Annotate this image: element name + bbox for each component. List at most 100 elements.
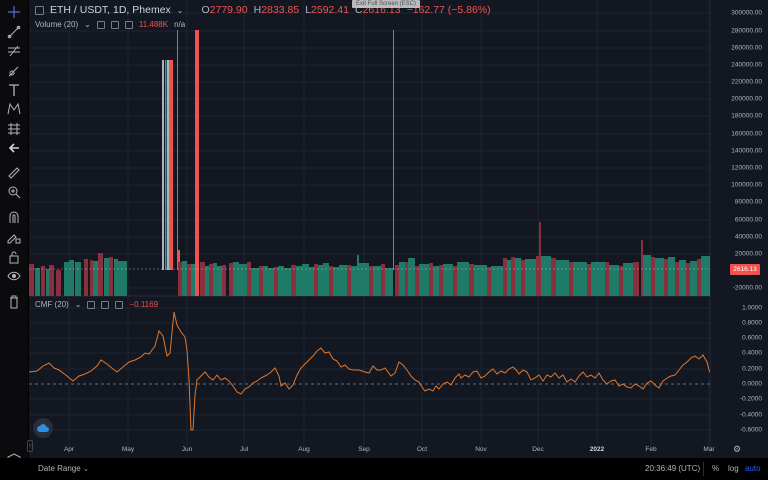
- y-tick: 200000.00: [731, 95, 762, 103]
- open-label: O: [201, 4, 210, 16]
- x-tick: Jun: [181, 446, 193, 453]
- pattern-icon[interactable]: [6, 101, 22, 117]
- chevron-down-icon[interactable]: ⌄: [74, 300, 82, 309]
- eye-icon[interactable]: [6, 268, 22, 284]
- cmf-label[interactable]: CMF (20): [35, 300, 69, 309]
- x-tick: 2022: [589, 446, 605, 453]
- chevron-down-icon[interactable]: ⌄: [84, 20, 91, 29]
- y-tick: 100000.00: [731, 181, 762, 189]
- y-tick: 280000.00: [731, 27, 762, 35]
- high-label: H: [253, 4, 262, 16]
- y-tick: 0.2000: [742, 365, 762, 373]
- y-tick: 0.4000: [742, 349, 762, 357]
- close-icon[interactable]: [124, 20, 133, 29]
- y-tick: 60000.00: [734, 216, 762, 224]
- symbol-legend: ETH / USDT, 1D, Phemex ⌄ O2779.90 H2833.…: [35, 4, 491, 16]
- y-tick: 140000.00: [731, 147, 762, 155]
- volume-label[interactable]: Volume (20): [35, 20, 79, 29]
- x-tick: Jul: [239, 446, 249, 453]
- x-tick: Nov: [475, 446, 487, 453]
- low-value: 2592.41: [311, 4, 349, 16]
- prediction-icon[interactable]: [6, 121, 22, 137]
- x-tick: Apr: [63, 446, 75, 453]
- x-tick: Dec: [532, 446, 544, 453]
- hide-indicator-icon[interactable]: [87, 300, 96, 309]
- trash-icon[interactable]: [6, 294, 22, 310]
- settings-icon[interactable]: [101, 300, 110, 309]
- text-icon[interactable]: [6, 82, 22, 98]
- crosshair-icon[interactable]: [6, 4, 22, 20]
- volume-bars: [29, 30, 710, 296]
- collapse-toolbar-button[interactable]: ‹: [27, 440, 33, 452]
- y-tick: -0.4000: [739, 411, 762, 419]
- high-value: 2833.85: [261, 4, 300, 16]
- chevron-down-icon: ⌄: [82, 466, 89, 473]
- zoom-icon[interactable]: [6, 184, 22, 200]
- settings-gear-icon[interactable]: ⚙: [733, 444, 742, 454]
- chart-canvas[interactable]: [29, 0, 768, 458]
- hide-indicator-icon[interactable]: [96, 20, 105, 29]
- bottom-toolbar: Date Range ⌄ 20:36:49 (UTC) % log auto: [0, 458, 768, 480]
- date-range-button[interactable]: Date Range ⌄: [38, 464, 89, 473]
- volume-legend: Volume (20) ⌄ 11.488K n/a: [35, 20, 185, 29]
- y-tick: 1.0000: [742, 304, 762, 312]
- log-scale-button[interactable]: log: [728, 464, 739, 473]
- y-tick: 180000.00: [731, 112, 762, 120]
- x-tick: Feb: [645, 446, 657, 453]
- volume-value-2: n/a: [174, 20, 186, 29]
- chevron-down-icon[interactable]: ⌄: [176, 5, 184, 15]
- y-tick: 120000.00: [731, 164, 762, 172]
- collapse-icon[interactable]: [35, 5, 44, 15]
- x-tick: Sep: [358, 446, 370, 453]
- date-range-label: Date Range: [38, 464, 81, 473]
- divider: [703, 462, 704, 476]
- y-tick: 40000.00: [734, 233, 762, 241]
- cloud-sync-button[interactable]: [33, 418, 53, 438]
- brush-icon[interactable]: [6, 63, 22, 79]
- y-tick: 240000.00: [731, 61, 762, 69]
- low-label: L: [305, 4, 312, 16]
- auto-scale-button[interactable]: auto: [745, 464, 761, 473]
- cloud-icon: [37, 424, 49, 432]
- x-tick: Aug: [298, 446, 310, 453]
- y-tick: 0.0000: [742, 380, 762, 388]
- x-tick: Mar: [703, 446, 715, 453]
- y-tick: 20000.00: [734, 250, 762, 258]
- y-tick: -0.2000: [739, 395, 762, 403]
- y-tick: 160000.00: [731, 130, 762, 138]
- y-tick: 0.6000: [742, 334, 762, 342]
- y-tick: 0.8000: [742, 319, 762, 327]
- y-tick: 300000.00: [731, 9, 762, 17]
- chart-pane[interactable]: ETH / USDT, 1D, Phemex ⌄ O2779.90 H2833.…: [27, 0, 768, 458]
- change-value: −162.77 (−5.86%): [406, 4, 491, 16]
- clock[interactable]: 20:36:49 (UTC): [645, 464, 701, 473]
- last-price-tag: 2616.13: [730, 264, 760, 275]
- y-tick: -0.6000: [739, 426, 762, 434]
- percent-scale-button[interactable]: %: [712, 464, 720, 473]
- ruler-icon[interactable]: [6, 165, 22, 181]
- close-icon[interactable]: [115, 300, 124, 309]
- open-value: 2779.90: [209, 4, 248, 16]
- y-tick: 80000.00: [734, 198, 762, 206]
- lock-drawing-icon[interactable]: [6, 229, 22, 245]
- cmf-line: [29, 311, 740, 431]
- back-arrow-icon[interactable]: [6, 140, 22, 156]
- y-tick: 220000.00: [731, 78, 762, 86]
- trend-line-icon[interactable]: [6, 24, 22, 40]
- drawing-toolbar: [0, 0, 28, 480]
- cmf-legend: CMF (20) ⌄ −0.1169: [35, 300, 158, 309]
- symbol-title[interactable]: ETH / USDT, 1D, Phemex: [50, 4, 171, 16]
- x-tick: Oct: [416, 446, 428, 453]
- price-scale[interactable]: 300000.00 280000.00 260000.00 240000.00 …: [710, 0, 768, 458]
- unlock-icon[interactable]: [6, 249, 22, 265]
- cmf-value: −0.1169: [129, 300, 159, 309]
- close-label: C: [355, 4, 363, 16]
- fullscreen-tooltip: Exit Full Screen (ESC): [352, 0, 420, 8]
- magnet-icon[interactable]: [6, 209, 22, 225]
- settings-icon[interactable]: [110, 20, 119, 29]
- x-tick: May: [121, 446, 135, 453]
- volume-value: 11.488K: [138, 20, 169, 29]
- y-tick: -20000.00: [732, 284, 762, 292]
- fib-icon[interactable]: [6, 43, 22, 59]
- y-tick: 260000.00: [731, 44, 762, 52]
